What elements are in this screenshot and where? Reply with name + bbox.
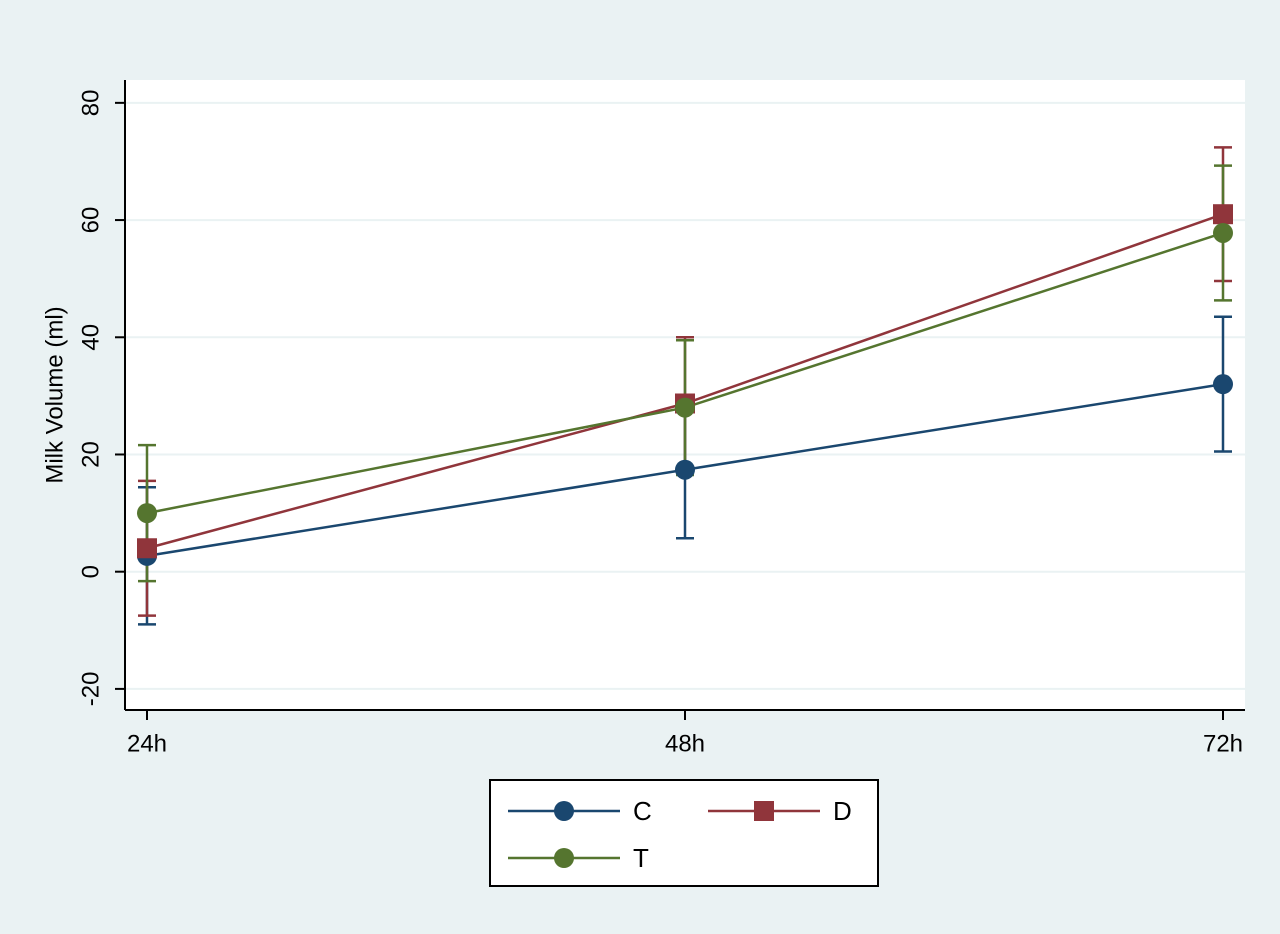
legend-marker xyxy=(554,801,574,821)
y-tick-label: 60 xyxy=(77,207,104,234)
data-point xyxy=(1213,222,1233,243)
y-tick-label: 20 xyxy=(77,441,104,468)
y-tick-label: -20 xyxy=(77,672,104,707)
data-point xyxy=(137,538,157,559)
legend-box xyxy=(489,779,879,887)
data-point xyxy=(137,503,157,524)
data-point xyxy=(1213,374,1233,395)
legend-label: D xyxy=(833,796,852,826)
data-point xyxy=(675,397,695,418)
legend-marker xyxy=(554,848,574,868)
y-tick-label: 80 xyxy=(77,90,104,117)
y-axis-title: Milk Volume (ml) xyxy=(41,306,68,483)
y-tick-label: 0 xyxy=(77,565,104,578)
legend-marker xyxy=(754,801,774,821)
data-point xyxy=(675,459,695,480)
legend-label: C xyxy=(633,796,652,826)
y-tick-label: 40 xyxy=(77,324,104,351)
x-tick-label: 48h xyxy=(665,730,705,757)
data-point xyxy=(1213,204,1233,225)
x-tick-label: 72h xyxy=(1203,730,1243,757)
x-tick-label: 24h xyxy=(127,730,167,757)
legend-label: T xyxy=(633,843,649,873)
